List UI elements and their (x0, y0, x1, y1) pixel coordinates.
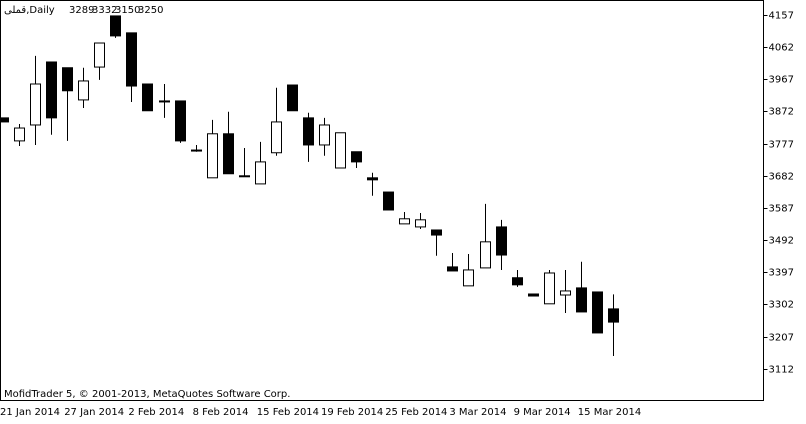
header-close: 3250 (138, 5, 163, 16)
candle-body (46, 61, 57, 119)
candle-body (544, 272, 555, 305)
candle-body (367, 177, 378, 181)
candle-body (576, 287, 587, 313)
candle-body (431, 229, 442, 236)
x-tick-label: 27 Jan 2014 (64, 407, 124, 418)
plot-frame (0, 0, 764, 401)
y-tick-label: 4062 (769, 43, 794, 54)
candle-body (512, 277, 523, 286)
candle-body (383, 191, 394, 211)
y-tick-label: 3492 (769, 236, 794, 247)
candle-body (319, 124, 330, 146)
candle-body (287, 84, 298, 112)
candle-body (560, 290, 571, 296)
header-low: 3150 (115, 5, 140, 16)
y-tick-label: 3587 (769, 204, 794, 215)
candle-body (480, 241, 491, 269)
y-tick-label: 3777 (769, 140, 794, 151)
y-tick-label: 3302 (769, 300, 794, 311)
x-tick-label: 8 Feb 2014 (193, 407, 249, 418)
x-tick-label: 3 Mar 2014 (449, 407, 506, 418)
candle-body (271, 121, 282, 154)
candle-body (94, 42, 105, 68)
candle-body (335, 132, 346, 169)
candle-body (399, 218, 410, 225)
candle-body (175, 100, 186, 142)
candle-body (415, 219, 426, 228)
y-tick-label: 3872 (769, 107, 794, 118)
candle-body (126, 32, 137, 87)
candle-body (110, 15, 121, 37)
candle-body (78, 80, 89, 101)
y-tick-label: 3112 (769, 365, 794, 376)
candle-body (142, 83, 153, 112)
y-tick-label: 4157 (769, 11, 794, 22)
x-tick-label: 25 Feb 2014 (385, 407, 447, 418)
candle-body (30, 83, 41, 126)
header-open: 3289 (69, 5, 94, 16)
x-tick-label: 15 Mar 2014 (578, 407, 641, 418)
candle-body (303, 117, 314, 146)
x-tick-label: 21 Jan 2014 (0, 407, 60, 418)
candle-body (447, 266, 458, 272)
candle-body (0, 117, 9, 123)
footer: MofidTrader 5, © 2001-2013, MetaQuotes S… (4, 389, 290, 400)
x-tick-label: 19 Feb 2014 (321, 407, 383, 418)
candle-body (592, 291, 603, 334)
y-tick-label: 3207 (769, 333, 794, 344)
candle-body (239, 175, 250, 178)
x-tick-label: 2 Feb 2014 (128, 407, 184, 418)
candle-body (14, 127, 25, 142)
y-tick-label: 3682 (769, 172, 794, 183)
candle-body (463, 269, 474, 287)
chart-title: قملی,Daily (4, 5, 55, 16)
y-tick-label: 3967 (769, 75, 794, 86)
candle-body (528, 293, 539, 297)
candle-body (207, 133, 218, 179)
candle-body (159, 100, 170, 103)
candle-body (496, 226, 507, 256)
candle-body (255, 161, 266, 185)
y-tick-label: 3397 (769, 268, 794, 279)
x-tick-label: 15 Feb 2014 (257, 407, 319, 418)
header-high: 3332 (92, 5, 117, 16)
candle-body (351, 151, 362, 163)
candle-body (191, 149, 202, 152)
candle-body (62, 67, 73, 92)
x-tick-label: 9 Mar 2014 (514, 407, 571, 418)
candle-body (223, 133, 234, 175)
candle-body (608, 308, 619, 323)
